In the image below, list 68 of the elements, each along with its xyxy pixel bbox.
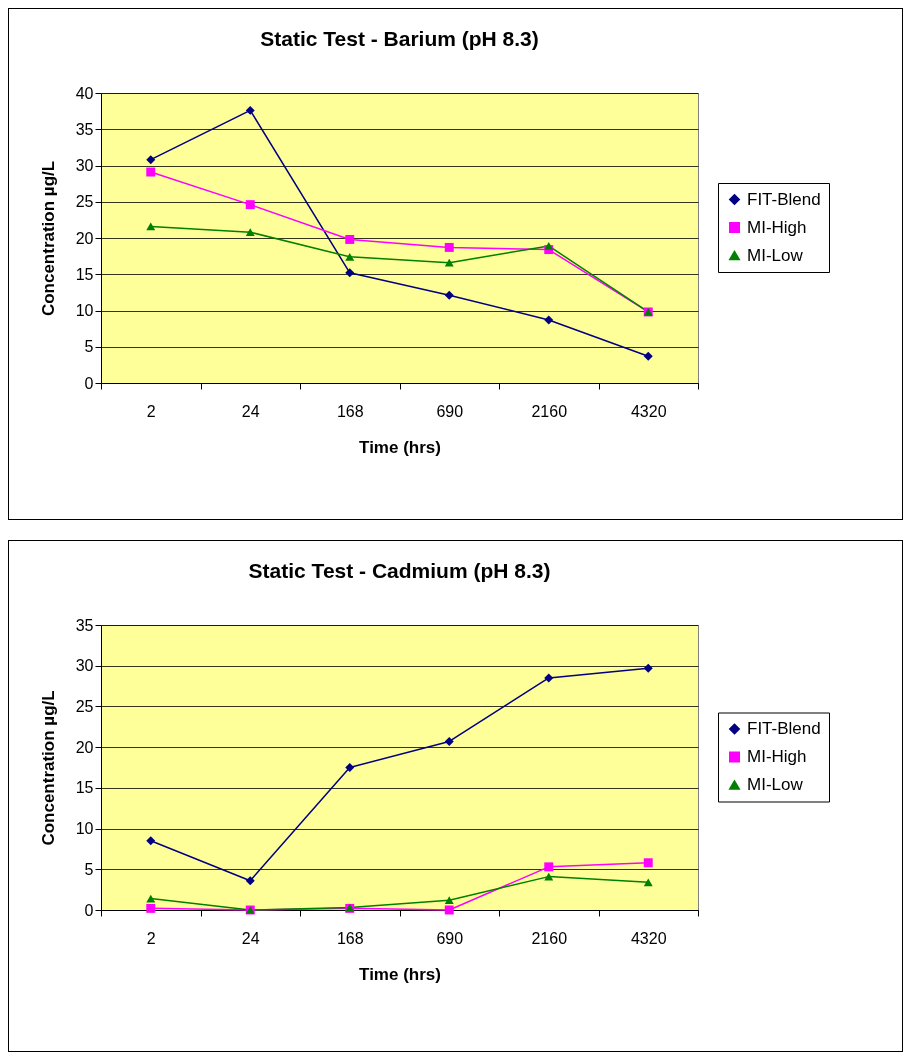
y-tick-label: 35	[75, 616, 94, 634]
legend-label: MI-Low	[747, 245, 804, 265]
point	[643, 878, 653, 887]
x-tick-label: 2	[146, 929, 156, 947]
point	[643, 351, 653, 361]
point	[146, 903, 156, 913]
x-axis-title: Time (hrs)	[359, 437, 441, 457]
x-tick-label: 2160	[531, 402, 568, 420]
x-tick-label: 690	[436, 929, 464, 947]
legend-label: FIT-Blend	[747, 719, 821, 738]
y-axis-title: Concentration µg/L	[38, 690, 58, 846]
x-tick-label: 4320	[630, 402, 667, 420]
point	[245, 105, 255, 115]
point	[146, 836, 156, 846]
point	[444, 896, 454, 905]
y-tick-label: 20	[75, 229, 94, 247]
x-tick-label: 4320	[630, 929, 667, 947]
chart-title: Static Test - Barium (pH 8.3)	[260, 27, 539, 50]
legend-label: MI-Low	[747, 775, 804, 794]
point	[146, 155, 156, 165]
point	[444, 736, 454, 746]
x-tick-label: 690	[436, 402, 464, 420]
point	[245, 228, 255, 237]
x-tick-label: 2160	[531, 929, 568, 947]
point	[146, 167, 156, 177]
y-tick-label: 30	[75, 157, 94, 174]
legend-label: MI-High	[747, 747, 807, 766]
y-tick-label: 20	[75, 738, 94, 756]
point	[345, 234, 355, 244]
point	[444, 290, 454, 300]
point	[544, 862, 554, 872]
y-tick-label: 25	[75, 193, 94, 211]
legend-label: MI-High	[747, 217, 807, 237]
point	[444, 242, 454, 252]
point	[643, 858, 653, 868]
y-tick-label: 40	[75, 84, 94, 102]
legend-label: FIT-Blend	[747, 189, 821, 209]
point	[345, 268, 355, 278]
x-tick-label: 24	[241, 402, 260, 420]
y-tick-label: 5	[84, 338, 94, 356]
point	[544, 315, 554, 325]
y-tick-label: 5	[84, 860, 94, 878]
y-tick-label: 15	[75, 265, 94, 283]
point	[146, 222, 156, 231]
point	[544, 242, 554, 250]
x-tick-label: 168	[336, 929, 364, 947]
chart-title: Static Test - Cadmium (pH 8.3)	[248, 559, 551, 582]
point	[345, 252, 355, 261]
point	[544, 673, 554, 683]
x-tick-label: 168	[336, 402, 364, 420]
point	[444, 258, 454, 267]
y-tick-label: 15	[75, 779, 94, 797]
point	[245, 200, 255, 210]
x-tick-label: 24	[241, 929, 260, 947]
y-tick-label: 0	[84, 374, 94, 392]
y-tick-label: 10	[75, 820, 94, 838]
x-axis-title: Time (hrs)	[359, 964, 441, 984]
x-tick-label: 2	[146, 402, 156, 420]
y-tick-label: 35	[75, 120, 94, 138]
point	[643, 663, 653, 673]
point	[444, 905, 454, 915]
y-axis-title: Concentration µg/L	[38, 160, 58, 317]
y-tick-label: 30	[75, 657, 94, 675]
y-tick-label: 0	[84, 901, 94, 919]
y-tick-label: 10	[75, 302, 94, 319]
point	[245, 876, 255, 886]
point	[345, 763, 355, 772]
y-tick-label: 25	[75, 697, 94, 715]
